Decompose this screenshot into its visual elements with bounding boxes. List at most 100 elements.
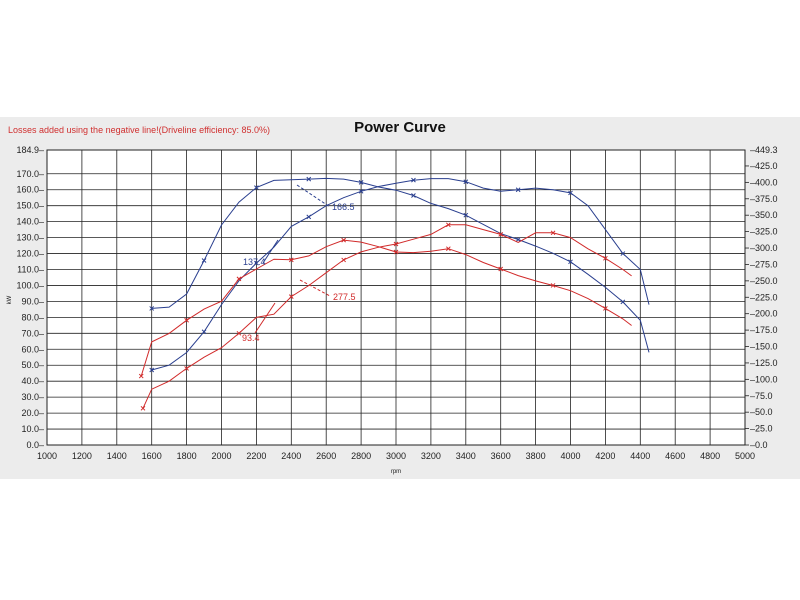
series-marker-0 (568, 190, 573, 196)
series-marker-2 (498, 232, 504, 237)
x-tick-label: 2800 (351, 451, 371, 461)
x-tick-label: 2000 (211, 451, 231, 461)
series-marker-3 (288, 257, 294, 263)
chart-title: Power Curve (354, 119, 446, 136)
driveline-note: Losses added using the negative line!(Dr… (8, 125, 270, 135)
y-tick-label: 130.0– (16, 233, 44, 243)
series-line-1 (151, 177, 650, 353)
x-tick-label: 1400 (107, 451, 127, 461)
y-max-label: 184.9– (16, 145, 44, 155)
series-marker-3 (184, 317, 189, 323)
y-tick-label: 30.0– (21, 392, 44, 402)
series-marker-1 (149, 306, 155, 311)
y-tick-label: 40.0– (21, 376, 44, 386)
y2-tick-label: –375.0 (750, 194, 778, 204)
y-tick-label: 0.0– (26, 440, 44, 450)
series-marker-3 (393, 249, 399, 255)
series-marker-1 (515, 237, 521, 242)
annotation-93-4: 93.4 (242, 333, 260, 343)
series-marker-2 (393, 241, 399, 247)
y-tick-label: 50.0– (21, 360, 44, 370)
y2-max-label: –449.3 (750, 145, 778, 155)
series-marker-2 (236, 330, 242, 336)
series-marker-1 (568, 259, 573, 265)
series-marker-0 (411, 177, 416, 183)
y2-tick-label: –25.0 (750, 424, 773, 434)
series-marker-2 (341, 257, 347, 263)
y2-tick-label: –150.0 (750, 342, 778, 352)
y2-tick-label: –200.0 (750, 309, 778, 319)
x-tick-label: 2200 (246, 451, 266, 461)
y2-tick-label: –225.0 (750, 292, 778, 302)
series-marker-1 (358, 180, 364, 185)
series-marker-1 (620, 299, 626, 305)
series-marker-0 (149, 367, 155, 373)
series-marker-2 (445, 222, 451, 228)
x-tick-label: 4400 (630, 451, 650, 461)
x-tick-label: 1600 (142, 451, 162, 461)
series-marker-2 (184, 366, 189, 371)
y-tick-label: 60.0– (21, 344, 44, 354)
y2-tick-label: –400.0 (750, 177, 778, 187)
x-tick-label: 2400 (281, 451, 301, 461)
y-tick-label: 170.0– (16, 169, 44, 179)
x-tick-label: 4000 (560, 451, 580, 461)
series-marker-0 (306, 214, 312, 220)
x-tick-label: 4600 (665, 451, 685, 461)
y2-tick-label: –75.0 (750, 391, 773, 401)
series-marker-0 (620, 251, 626, 256)
series-marker-0 (358, 188, 364, 194)
x-tick-label: 3000 (386, 451, 406, 461)
x-tick-label: 1000 (37, 451, 57, 461)
series-marker-1 (463, 212, 469, 218)
y-tick-label: 110.0– (17, 264, 44, 274)
y-tick-label: 80.0– (21, 312, 44, 322)
series-marker-0 (201, 329, 207, 335)
series-line-3 (140, 239, 632, 377)
y-axis-label: kW (7, 295, 13, 304)
series-marker-0 (254, 260, 259, 266)
y2-tick-label: –0.0 (750, 440, 768, 450)
series-marker-2 (550, 230, 556, 236)
series-marker-2 (603, 255, 608, 261)
leader-277-5 (299, 279, 331, 297)
x-tick-label: 2600 (316, 451, 336, 461)
y-tick-label: 10.0– (21, 424, 44, 434)
x-axis-label: rpm (391, 469, 401, 475)
y2-tick-label: –300.0 (750, 243, 778, 253)
y2-tick-label: –50.0 (750, 407, 773, 417)
x-tick-label: 5000 (735, 451, 755, 461)
leader-137-4 (262, 239, 279, 264)
y-tick-label: 140.0– (16, 217, 44, 227)
series-marker-0 (463, 179, 469, 185)
series-line-0 (151, 178, 650, 371)
series-line-2 (142, 224, 632, 409)
y2-tick-label: –175.0 (750, 325, 778, 335)
x-tick-label: 3600 (491, 451, 511, 461)
y2-tick-label: –100.0 (750, 374, 778, 384)
x-tick-label: 3200 (421, 451, 441, 461)
leader-166-5 (296, 184, 331, 208)
y-tick-label: 150.0– (16, 201, 44, 211)
series-marker-2 (140, 405, 146, 411)
series-marker-3 (445, 246, 451, 252)
series-marker-3 (341, 237, 347, 243)
annotation-166-5: 166.5 (332, 202, 355, 212)
series-marker-0 (515, 187, 521, 193)
y-tick-label: 120.0– (16, 249, 44, 259)
y2-tick-label: –425.0 (750, 161, 778, 171)
x-tick-label: 3800 (526, 451, 546, 461)
annotation-137-4: 137.4 (243, 257, 266, 267)
series-marker-3 (236, 276, 242, 282)
x-tick-label: 1800 (177, 451, 197, 461)
annotation-277-5: 277.5 (333, 292, 356, 302)
y2-tick-label: –350.0 (750, 210, 778, 220)
series-marker-1 (201, 258, 207, 263)
leader-93-4 (254, 302, 276, 334)
y2-tick-label: –325.0 (750, 227, 778, 237)
series-marker-2 (288, 294, 294, 299)
series-marker-3 (498, 266, 504, 272)
y2-tick-label: –250.0 (750, 276, 778, 286)
x-tick-label: 4800 (700, 451, 720, 461)
